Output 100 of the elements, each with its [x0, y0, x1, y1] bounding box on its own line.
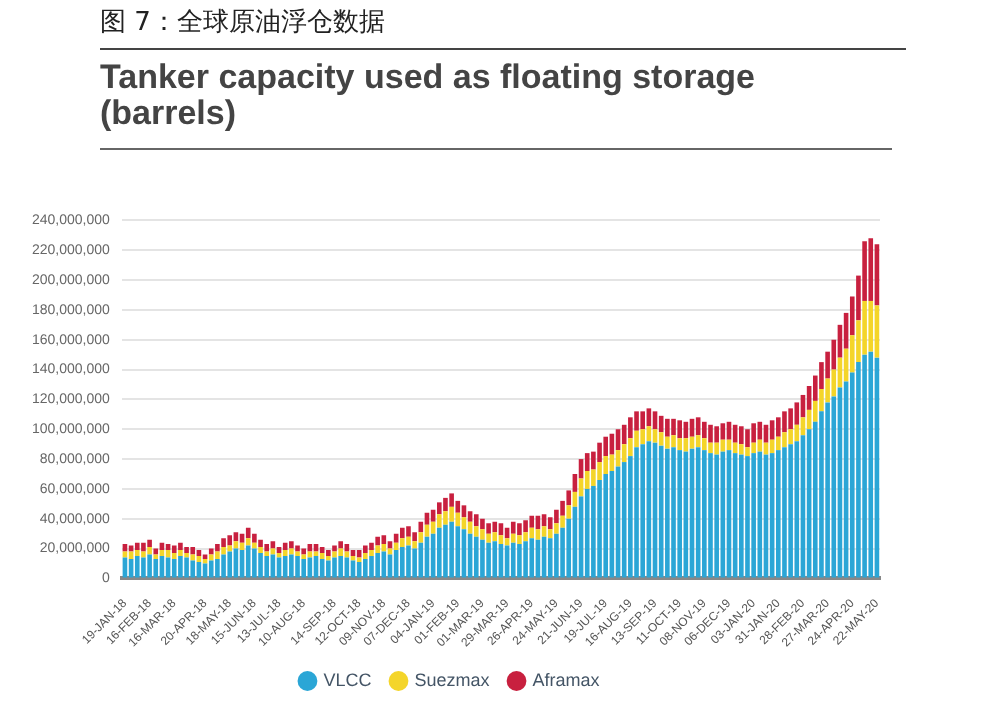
bar: [523, 532, 528, 542]
bar: [332, 551, 337, 558]
bar: [449, 506, 454, 522]
bar: [227, 535, 233, 546]
bar: [603, 456, 609, 475]
bar: [467, 511, 473, 522]
bar: [480, 518, 485, 530]
bar: [621, 444, 627, 463]
bar: [473, 526, 479, 537]
bar: [436, 527, 442, 578]
bar: [369, 542, 374, 551]
bar: [677, 450, 682, 578]
bar: [412, 532, 417, 542]
bar: [221, 538, 226, 548]
bar: [400, 547, 405, 578]
bar: [332, 545, 337, 552]
bar: [739, 426, 744, 445]
bar: [480, 529, 485, 540]
bar: [757, 421, 763, 440]
bar: [141, 542, 146, 552]
bar: [153, 559, 159, 578]
bar: [782, 447, 787, 578]
bar: [252, 533, 257, 543]
bar: [628, 438, 633, 457]
bar: [492, 541, 498, 578]
bar: [554, 533, 559, 578]
bar: [591, 451, 596, 470]
bar: [369, 556, 374, 578]
bar: [381, 544, 387, 552]
bar: [640, 429, 646, 445]
bar: [455, 512, 461, 527]
bar: [560, 527, 565, 578]
bar: [295, 545, 300, 552]
bar: [363, 553, 368, 560]
bar: [406, 536, 411, 546]
bar: [554, 523, 559, 534]
bar: [258, 553, 263, 578]
bar: [486, 523, 491, 534]
bar: [677, 438, 682, 451]
bar: [301, 554, 306, 560]
bar: [751, 442, 756, 454]
bar: [400, 538, 405, 548]
bar: [714, 442, 719, 455]
bar: [517, 544, 522, 578]
bar: [640, 411, 646, 430]
bar: [301, 559, 306, 578]
bar: [184, 557, 189, 578]
bar: [307, 544, 313, 552]
bar: [418, 532, 424, 543]
bar: [621, 424, 627, 445]
bar: [313, 544, 319, 552]
chart-title: 图 7：全球原油浮仓数据: [100, 4, 906, 50]
bar: [245, 545, 251, 578]
bar: [584, 488, 590, 578]
bar: [252, 542, 257, 549]
bar: [745, 429, 750, 448]
bar: [492, 532, 498, 542]
bar: [215, 544, 220, 552]
bar: [739, 444, 744, 455]
bar: [671, 447, 676, 578]
bar: [788, 444, 793, 578]
bar: [739, 454, 744, 578]
bar: [547, 529, 553, 539]
bar: [473, 536, 479, 578]
bar: [486, 533, 491, 543]
bar: [603, 474, 609, 578]
bar: [406, 526, 411, 537]
bar: [178, 550, 183, 557]
bar: [356, 550, 362, 558]
bar: [252, 548, 257, 578]
bar: [775, 450, 781, 578]
bar: [147, 547, 152, 555]
bar: [449, 493, 454, 507]
bar: [363, 545, 368, 554]
bar: [665, 448, 670, 578]
bar: [708, 442, 713, 454]
bar: [554, 509, 559, 524]
bar: [295, 551, 300, 557]
bar: [264, 551, 270, 557]
bar: [227, 551, 233, 578]
bar: [338, 548, 343, 557]
bar: [547, 517, 553, 530]
bar: [597, 479, 602, 578]
bar: [455, 526, 461, 578]
bar: [221, 547, 226, 555]
bar: [289, 554, 294, 578]
bar: [591, 469, 596, 486]
bar: [868, 351, 874, 578]
bar: [517, 523, 522, 536]
bar: [702, 450, 707, 578]
bar: [208, 560, 214, 578]
bar: [603, 436, 609, 457]
bar: [245, 538, 251, 546]
bar: [517, 535, 522, 545]
bar: [363, 559, 368, 578]
bar: [621, 462, 627, 578]
bar: [282, 550, 288, 557]
bar: [535, 529, 541, 540]
bar: [523, 520, 528, 533]
chart-subtitle: Tanker capacity used as floating storage (barrels): [100, 58, 892, 150]
